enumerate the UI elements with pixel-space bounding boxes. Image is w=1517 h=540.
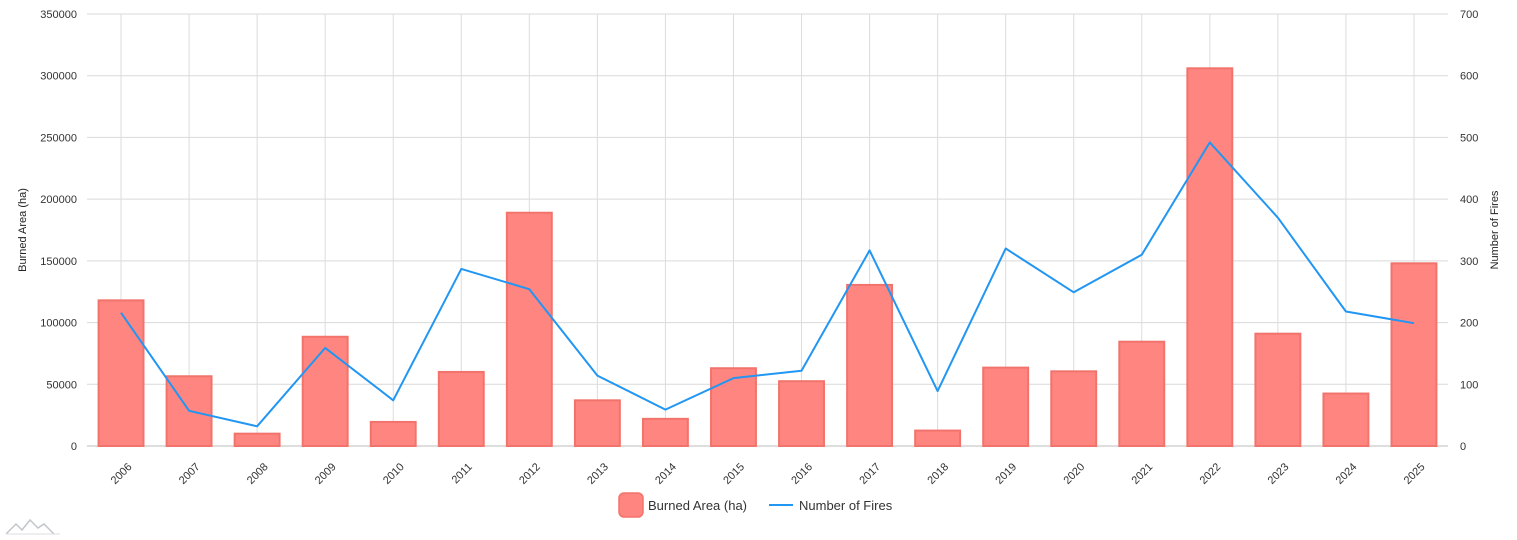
bar-2025[interactable] <box>1390 262 1438 447</box>
x-tick-label: 2022 <box>1198 461 1224 487</box>
legend-item-burned-area[interactable]: Burned Area (ha) <box>618 492 747 518</box>
fires-line[interactable] <box>120 141 1415 428</box>
x-tick-label: 2024 <box>1334 461 1360 487</box>
bar-2017[interactable] <box>846 283 894 447</box>
y2-tick-label: 600 <box>1460 71 1478 83</box>
legend-swatch-bar <box>618 492 644 518</box>
x-tick-label: 2020 <box>1061 461 1087 487</box>
bar-2011[interactable] <box>437 370 485 448</box>
x-tick-label: 2012 <box>517 461 543 487</box>
legend-item-number-of-fires[interactable]: Number of Fires <box>769 498 893 513</box>
bar-2018[interactable] <box>914 429 962 448</box>
bar-2009[interactable] <box>301 335 349 447</box>
y2-tick-label: 300 <box>1460 256 1478 268</box>
y2-tick-label: 100 <box>1460 379 1478 391</box>
bar-2013[interactable] <box>573 399 621 447</box>
bar-2016[interactable] <box>778 380 825 448</box>
x-tick-label: 2023 <box>1266 461 1292 487</box>
y2-axis-title: Number of Fires <box>1489 190 1501 269</box>
y-tick-label: 50000 <box>46 379 77 391</box>
bar-2022[interactable] <box>1186 67 1234 448</box>
bar-2015[interactable] <box>710 367 757 447</box>
x-tick-label: 2015 <box>721 461 747 487</box>
x-tick-label: 2007 <box>177 461 203 487</box>
y-tick-label: 0 <box>71 441 77 453</box>
x-tick-label: 2010 <box>381 461 407 487</box>
legend-label-burned-area: Burned Area (ha) <box>648 498 747 513</box>
bars <box>97 67 1438 448</box>
y2-tick-label: 500 <box>1460 132 1478 144</box>
x-tick-label: 2017 <box>857 461 883 487</box>
x-tick-label: 2018 <box>925 461 951 487</box>
y-tick-label: 350000 <box>40 9 77 21</box>
bar-2012[interactable] <box>505 211 553 447</box>
x-tick-label: 2013 <box>585 461 611 487</box>
bar-2023[interactable] <box>1254 332 1302 447</box>
bar-2014[interactable] <box>641 417 689 447</box>
y-tick-label: 300000 <box>40 71 77 83</box>
bar-2010[interactable] <box>369 420 417 447</box>
x-tick-label: 2025 <box>1402 461 1428 487</box>
y-tick-label: 250000 <box>40 132 77 144</box>
y-axis-title: Burned Area (ha) <box>17 188 29 272</box>
bar-2020[interactable] <box>1050 370 1098 447</box>
grid <box>87 13 1448 447</box>
legend[interactable]: Burned Area (ha) Number of Fires <box>618 492 893 518</box>
bar-2024[interactable] <box>1322 392 1370 447</box>
y2-tick-label: 400 <box>1460 194 1478 206</box>
y2-tick-label: 0 <box>1460 441 1466 453</box>
mountain-logo-icon <box>5 518 60 535</box>
y2-tick-label: 700 <box>1460 9 1478 21</box>
x-tick-label: 2009 <box>313 461 339 487</box>
line-series <box>120 141 1415 428</box>
y2-tick-label: 200 <box>1460 318 1478 330</box>
bar-2021[interactable] <box>1118 340 1166 447</box>
bar-2006[interactable] <box>97 299 145 447</box>
y-tick-label: 100000 <box>40 318 77 330</box>
x-tick-label: 2016 <box>789 461 815 487</box>
y-tick-label: 150000 <box>40 256 77 268</box>
x-tick-label: 2014 <box>653 461 679 487</box>
y-tick-label: 200000 <box>40 194 77 206</box>
legend-label-number-of-fires: Number of Fires <box>799 498 893 513</box>
x-tick-label: 2008 <box>245 461 271 487</box>
bar-2008[interactable] <box>233 432 281 447</box>
x-tick-label: 2019 <box>993 461 1019 487</box>
bar-2019[interactable] <box>982 366 1030 448</box>
x-tick-label: 2021 <box>1130 461 1156 487</box>
x-tick-label: 2011 <box>450 461 475 486</box>
x-tick-label: 2006 <box>109 461 135 487</box>
